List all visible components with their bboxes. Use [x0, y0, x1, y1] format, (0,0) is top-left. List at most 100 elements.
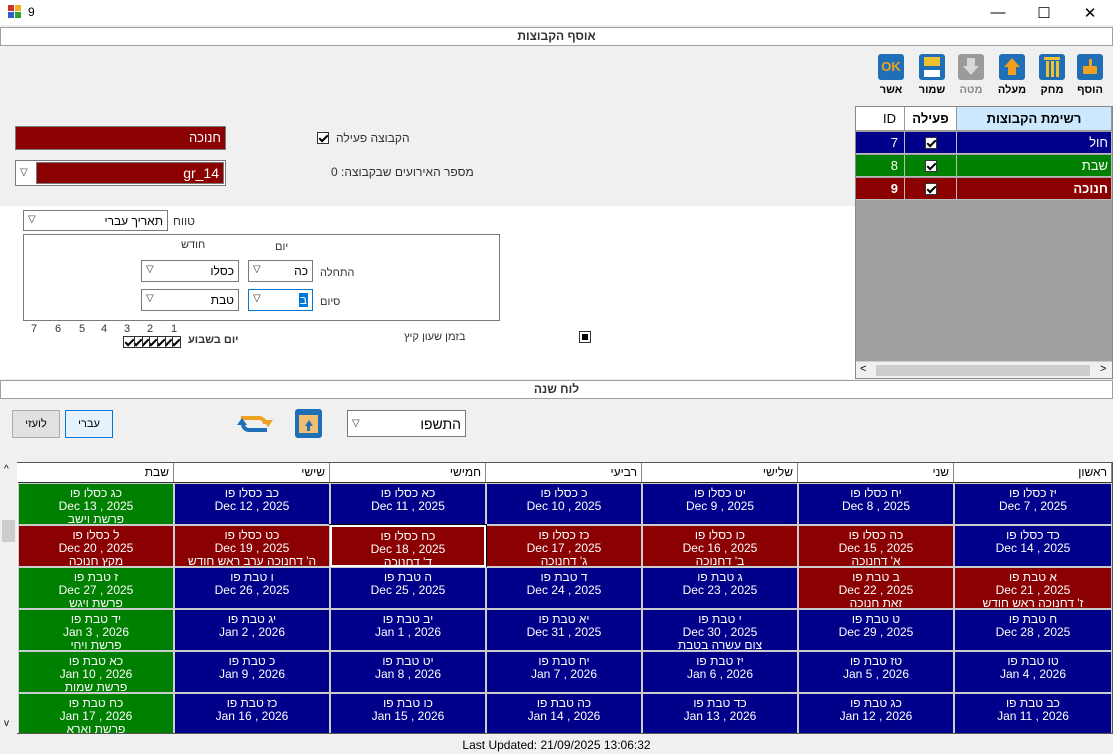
- group-name-input[interactable]: חנוכה: [15, 126, 226, 150]
- calendar-day-cell[interactable]: כ טבת פו Jan 9 , 2026: [174, 651, 330, 693]
- active-checkbox[interactable]: [317, 132, 329, 144]
- ok-button[interactable]: OK אשר: [874, 54, 908, 102]
- calendar-day-cell[interactable]: יז טבת פו Jan 6 , 2026: [642, 651, 798, 693]
- save-button[interactable]: שמור: [915, 54, 949, 102]
- calendar-day-cell[interactable]: כא כסלו פו Dec 11 , 2025: [330, 483, 486, 525]
- calendar-day-cell[interactable]: יט כסלו פו Dec 9 , 2025: [642, 483, 798, 525]
- day-header-6[interactable]: שישי: [174, 463, 330, 483]
- end-month-select[interactable]: ▽ טבת: [141, 289, 239, 311]
- calendar-day-cell[interactable]: כ כסלו פו Dec 10 , 2025: [486, 483, 642, 525]
- calendar-day-cell[interactable]: ל כסלו פו Dec 20 , 2025 מקץ חנוכה: [18, 525, 174, 567]
- calendar-day-cell[interactable]: כג טבת פו Jan 12 , 2026: [798, 693, 954, 733]
- scroll-up-icon[interactable]: ^: [4, 464, 9, 475]
- groups-row[interactable]: שבת 8: [856, 155, 1112, 177]
- refresh-icon[interactable]: [237, 408, 273, 438]
- hebrew-date: כג טבת פו: [850, 696, 902, 710]
- day-header-3[interactable]: שלישי: [642, 463, 798, 483]
- groups-row[interactable]: חול 7: [856, 132, 1112, 154]
- day-header-7[interactable]: שבת: [18, 463, 174, 483]
- start-day-select[interactable]: ▽ כה: [248, 260, 313, 282]
- group-active-checkbox[interactable]: [924, 160, 937, 172]
- delete-button[interactable]: מחק: [1035, 54, 1069, 102]
- calendar-day-cell[interactable]: יח כסלו פו Dec 8 , 2025: [798, 483, 954, 525]
- day-header-5[interactable]: חמישי: [330, 463, 486, 483]
- calendar-day-cell[interactable]: ב טבת פו Dec 22 , 2025 זאת חנוכה: [798, 567, 954, 609]
- groups-name-header[interactable]: רשימת הקבוצות: [957, 107, 1112, 131]
- calendar-day-cell[interactable]: כא טבת פו Jan 10 , 2026 פרשת שמות: [18, 651, 174, 693]
- calendar-day-cell[interactable]: כז כסלו פו Dec 17 , 2025 ג' דחנוכה: [486, 525, 642, 567]
- calendar-day-cell[interactable]: כו טבת פו Jan 15 , 2026: [330, 693, 486, 733]
- add-button[interactable]: הוסף: [1073, 54, 1107, 102]
- calendar-day-cell[interactable]: ו טבת פו Dec 26 , 2025: [174, 567, 330, 609]
- weekday-5-label: 5: [79, 323, 86, 335]
- day-header-4[interactable]: רביעי: [486, 463, 642, 483]
- hebrew-button[interactable]: עברי: [65, 410, 113, 438]
- calendar-day-cell[interactable]: כה כסלו פו Dec 15 , 2025 א' דחנוכה: [798, 525, 954, 567]
- calendar-day-cell[interactable]: ז טבת פו Dec 27 , 2025 פרשת ויגש: [18, 567, 174, 609]
- calendar-day-cell[interactable]: כד כסלו פו Dec 14 , 2025: [954, 525, 1112, 567]
- calendar-day-cell[interactable]: ח טבת פו Dec 28 , 2025: [954, 609, 1112, 651]
- group-active-checkbox[interactable]: [924, 183, 937, 195]
- calendar-day-cell[interactable]: כח כסלו פו Dec 18 , 2025 ד' דחנוכה: [329, 524, 487, 568]
- scroll-down-icon[interactable]: v: [4, 718, 9, 729]
- calendar-day-cell[interactable]: ט טבת פו Dec 29 , 2025: [798, 609, 954, 651]
- day-header-2[interactable]: שני: [798, 463, 954, 483]
- calendar-day-cell[interactable]: כד טבת פו Jan 13 , 2026: [642, 693, 798, 733]
- calendar-day-cell[interactable]: יא טבת פו Dec 31 , 2025: [486, 609, 642, 651]
- calendar-day-cell[interactable]: ד טבת פו Dec 24 , 2025: [486, 567, 642, 609]
- weekday-7-checkbox[interactable]: [123, 336, 136, 348]
- calendar-day-cell[interactable]: יז כסלו פו Dec 7 , 2025: [954, 483, 1112, 525]
- scroll-thumb[interactable]: [876, 365, 1090, 376]
- group-active-checkbox[interactable]: [924, 137, 937, 149]
- calendar-day-cell[interactable]: ג טבת פו Dec 23 , 2025: [642, 567, 798, 609]
- move-up-button[interactable]: מעלה: [995, 54, 1029, 102]
- calendar-vertical-scrollbar[interactable]: ^ v: [0, 462, 17, 734]
- calendar-day-cell[interactable]: כט כסלו פו Dec 19 , 2025 ה' דחנוכה ערב ראש…: [174, 525, 330, 567]
- date-range-panel: טווח ▽ תאריך עברי יום חודש התחלה ▽ כה ▽ …: [0, 206, 855, 379]
- groups-row[interactable]: חנוכה 9: [856, 178, 1112, 200]
- calendar-day-cell[interactable]: א טבת פו Dec 21 , 2025 ז' דחנוכה ראש חודש: [954, 567, 1112, 609]
- dst-checkbox[interactable]: [579, 331, 592, 343]
- day-header-1[interactable]: ראשון: [954, 463, 1112, 483]
- calendar-day-cell[interactable]: יב טבת פו Jan 1 , 2026: [330, 609, 486, 651]
- gregorian-button[interactable]: לועזי: [12, 410, 60, 438]
- group-name-cell: חנוכה: [957, 178, 1112, 200]
- start-month-select[interactable]: ▽ כסלו: [141, 260, 239, 282]
- calendar-day-cell[interactable]: כב טבת פו Jan 11 , 2026: [954, 693, 1112, 733]
- calendar-day-cell[interactable]: כז טבת פו Jan 16 , 2026: [174, 693, 330, 733]
- move-down-button[interactable]: מטה: [954, 54, 988, 102]
- calendar-day-cell[interactable]: יג טבת פו Jan 2 , 2026: [174, 609, 330, 651]
- calendar-day-cell[interactable]: כה טבת פו Jan 14 , 2026: [486, 693, 642, 733]
- calendar-icon[interactable]: [295, 409, 322, 438]
- calendar-day-cell[interactable]: כח טבת פו Jan 17 , 2026 פרשת וארא: [18, 693, 174, 733]
- gregorian-date: Dec 30 , 2025: [682, 625, 758, 639]
- calendar-day-cell[interactable]: כו כסלו פו Dec 16 , 2025 ב' דחנוכה: [642, 525, 798, 567]
- groups-horizontal-scrollbar[interactable]: < >: [856, 361, 1112, 378]
- close-button[interactable]: ✕: [1083, 4, 1097, 22]
- calendar-day-cell[interactable]: ה טבת פו Dec 25 , 2025: [330, 567, 486, 609]
- scroll-right-icon[interactable]: >: [1100, 363, 1107, 375]
- year-select[interactable]: ▽ התשפו: [347, 410, 466, 437]
- end-day-select[interactable]: ▽ ב: [248, 289, 313, 311]
- scroll-thumb[interactable]: [2, 520, 15, 542]
- hebrew-date: כט כסלו פו: [224, 528, 280, 542]
- scroll-left-icon[interactable]: <: [860, 363, 867, 375]
- calendar-day-cell[interactable]: טז טבת פו Jan 5 , 2026: [798, 651, 954, 693]
- group-id-cell: 7: [856, 132, 905, 154]
- calendar-day-cell[interactable]: יח טבת פו Jan 7 , 2026: [486, 651, 642, 693]
- calendar-day-cell[interactable]: כב כסלו פו Dec 12 , 2025: [174, 483, 330, 525]
- minimize-button[interactable]: —: [990, 4, 1006, 21]
- calendar-day-cell[interactable]: י טבת פו Dec 30 , 2025 צום עשרה בטבת: [642, 609, 798, 651]
- calendar-day-cell[interactable]: יט טבת פו Jan 8 , 2026: [330, 651, 486, 693]
- range-select[interactable]: ▽ תאריך עברי: [23, 210, 168, 231]
- arrow-down-icon: [958, 54, 984, 80]
- maximize-button[interactable]: ☐: [1037, 4, 1051, 22]
- group-active-cell: [905, 155, 957, 177]
- groups-id-header[interactable]: ID: [856, 107, 905, 131]
- calendar-day-cell[interactable]: טו טבת פו Jan 4 , 2026: [954, 651, 1112, 693]
- calendar-day-cell[interactable]: כג כסלו פו Dec 13 , 2025 פרשת וישב: [18, 483, 174, 525]
- hebrew-date: א טבת פו: [1009, 570, 1057, 584]
- group-code-select[interactable]: ▽ gr_14: [15, 160, 226, 186]
- calendar-day-cell[interactable]: יד טבת פו Jan 3 , 2026 פרשת ויחי: [18, 609, 174, 651]
- groups-active-header[interactable]: פעילה: [905, 107, 957, 131]
